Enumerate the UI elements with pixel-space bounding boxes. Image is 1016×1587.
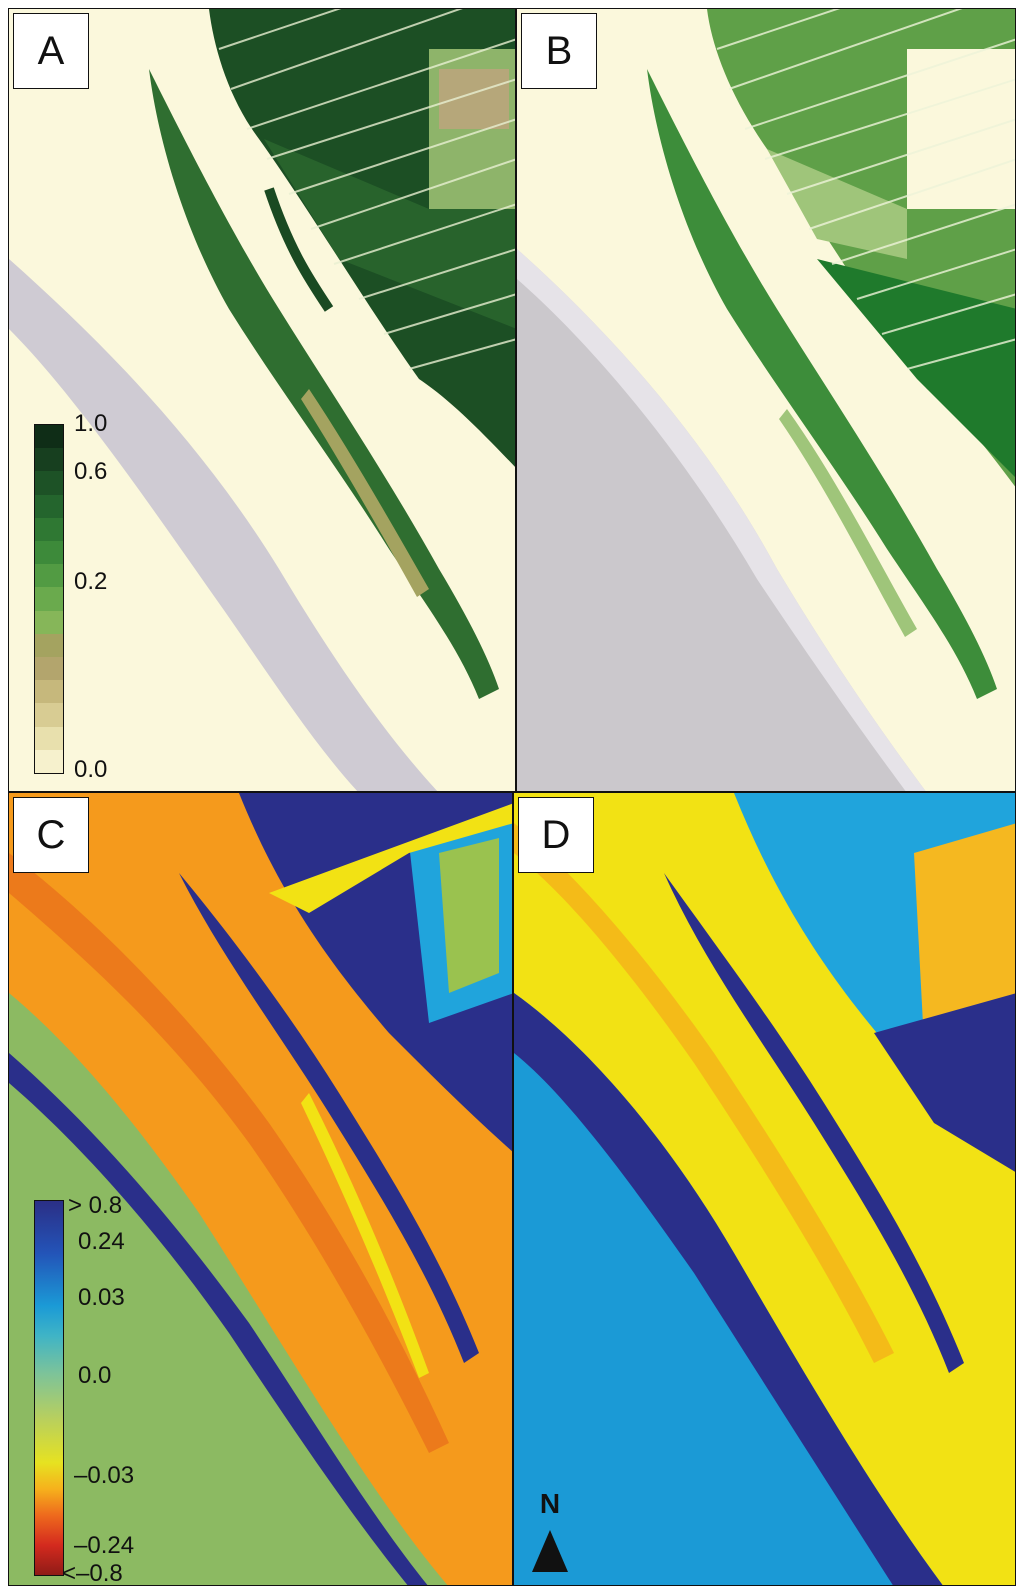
panel-a-image — [9, 9, 515, 791]
legend-diff-tick-0-0: 0.0 — [78, 1362, 112, 1389]
panel-c-image — [9, 793, 512, 1585]
legend-diff-tick-neg-0-03: –0.03 — [74, 1462, 135, 1489]
legend-diff-tick-0-03: 0.03 — [78, 1284, 125, 1311]
legend-green-swatch — [35, 680, 63, 704]
north-arrow-indicator: N — [528, 1488, 572, 1584]
legend-green-swatch — [35, 448, 63, 472]
panel-b-label: B — [521, 13, 597, 89]
north-arrow-icon — [532, 1530, 568, 1572]
legend-green-swatch — [35, 425, 63, 449]
legend-green-swatch — [35, 610, 63, 634]
panel-c-map: C — [8, 792, 513, 1586]
legend-green-swatch — [35, 494, 63, 518]
legend-diff-colorbar — [34, 1200, 64, 1576]
legend-diff-scale: > 0.8 0.24 0.03 0.0 –0.03 –0.24 <–0.8 — [34, 1194, 174, 1587]
legend-green-tick-0-2: 0.2 — [74, 568, 108, 595]
panel-a-map: A — [8, 8, 516, 792]
panel-b-image — [517, 9, 1015, 791]
north-letter: N — [539, 1488, 561, 1519]
legend-green-colorbar — [34, 424, 64, 774]
legend-green-swatch — [35, 749, 63, 774]
legend-green-swatch — [35, 726, 63, 750]
panel-d-label: D — [518, 797, 594, 873]
panel-a-label: A — [13, 13, 89, 89]
panel-b-map: B — [516, 8, 1016, 792]
legend-green-swatch — [35, 471, 63, 495]
legend-diff-tick-neg-0-24: –0.24 — [74, 1532, 135, 1559]
legend-green-tick-1-0: 1.0 — [74, 410, 108, 437]
legend-green-swatch — [35, 564, 63, 588]
legend-green-swatch — [35, 517, 63, 542]
legend-green-swatch — [35, 657, 63, 681]
legend-green-swatch — [35, 633, 63, 658]
legend-green-tick-0-6: 0.6 — [74, 458, 108, 485]
legend-green-tick-0-0: 0.0 — [74, 756, 108, 783]
legend-green-scale: 1.0 0.6 0.2 0.0 — [34, 412, 154, 783]
panel-c-label: C — [13, 797, 89, 873]
legend-diff-tick-gt-0-8: > 0.8 — [68, 1192, 123, 1219]
legend-green-swatch — [35, 703, 63, 727]
legend-diff-tick-0-24: 0.24 — [78, 1228, 125, 1255]
panel-d-image — [514, 793, 1015, 1585]
legend-green-swatch — [35, 587, 63, 611]
legend-green-swatch — [35, 541, 63, 565]
legend-diff-tick-lt-neg-0-8: <–0.8 — [62, 1560, 123, 1587]
panel-d-map: D — [513, 792, 1016, 1586]
